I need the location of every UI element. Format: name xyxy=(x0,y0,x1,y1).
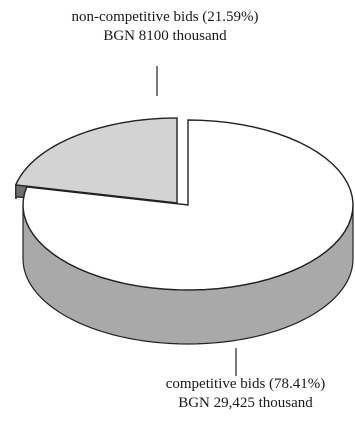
label-non-competitive-amount: BGN 8100 thousand xyxy=(103,28,227,44)
non-competitive-slice-top xyxy=(14,117,178,204)
label-competitive-amount: BGN 29,425 thousand xyxy=(178,395,313,411)
label-competitive-name: competitive bids (78.41%) xyxy=(165,376,326,392)
label-non-competitive: non-competitive bids (21.59%) BGN 8100 t… xyxy=(0,8,330,46)
label-competitive: competitive bids (78.41%) BGN 29,425 tho… xyxy=(128,375,355,413)
label-non-competitive-name: non-competitive bids (21.59%) xyxy=(71,9,259,25)
competitive-slice-top xyxy=(22,119,354,291)
